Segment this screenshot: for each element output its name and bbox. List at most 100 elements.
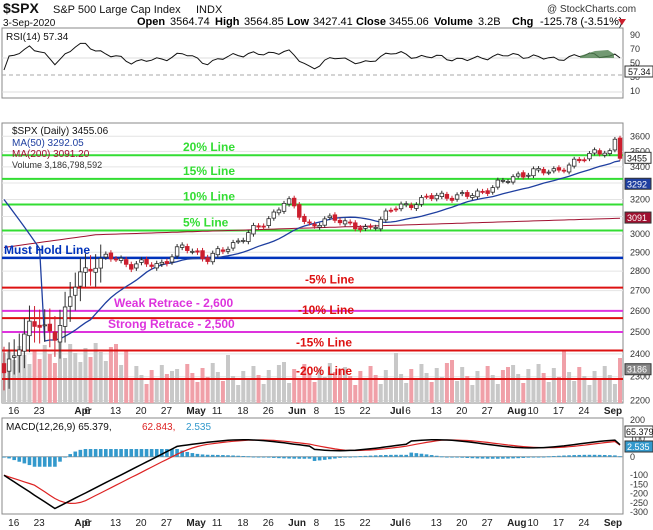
macd-hist-bar xyxy=(409,452,414,457)
macd-histogram xyxy=(2,449,622,467)
volume-bar xyxy=(470,385,475,403)
hist-value-tag xyxy=(624,440,653,453)
level-label: 20% Line xyxy=(183,140,235,154)
candle-body xyxy=(388,209,394,212)
level-label: Must Hold Line xyxy=(4,243,90,257)
volume-bar xyxy=(424,373,429,403)
candle-body xyxy=(88,268,93,272)
candle-body xyxy=(27,320,32,337)
x-axis-label: 18 xyxy=(237,406,249,417)
candle-body xyxy=(353,222,358,230)
ma200-legend: MA(200) 3091.20 xyxy=(12,149,90,160)
macd-hist-bar xyxy=(506,456,510,459)
candle-body xyxy=(98,258,103,269)
volume-bar xyxy=(439,377,444,403)
macd-hist-bar xyxy=(541,456,546,458)
x-axis-label: Jul xyxy=(390,406,405,417)
macd-hist-bar xyxy=(83,449,88,457)
support-resistance-levels xyxy=(2,154,623,381)
candle-body xyxy=(52,331,58,341)
rsi-tick-label: 50 xyxy=(630,58,640,68)
volume-bar xyxy=(338,369,342,403)
macd-hist-bar xyxy=(531,456,536,458)
macd-hist-bar xyxy=(465,456,470,458)
candle-body xyxy=(11,355,17,358)
x-axis-label: 24 xyxy=(578,406,590,417)
macd-hist-bar xyxy=(460,456,464,458)
candle-body xyxy=(546,171,551,174)
macd-hist-bar xyxy=(144,449,149,457)
volume-bar xyxy=(42,345,47,403)
candle-body xyxy=(531,168,536,177)
volume-bar xyxy=(164,374,169,403)
macd-hist-bar xyxy=(297,456,302,459)
candle-body xyxy=(57,325,63,343)
volume-bar xyxy=(302,364,307,403)
volume-bar xyxy=(582,376,587,403)
x-axis-label: 10 xyxy=(527,406,539,417)
candle-body xyxy=(266,218,271,226)
volume-bar xyxy=(17,346,22,403)
volume-bar xyxy=(83,348,88,403)
rsi-overbought-fill xyxy=(580,50,614,58)
volume-bar xyxy=(149,370,154,403)
macd-hist-bar xyxy=(567,455,571,457)
macd-hist-bar xyxy=(373,455,378,457)
macd-hist-bar xyxy=(48,456,52,467)
volume-bar xyxy=(73,353,78,403)
macd-hist-bar xyxy=(73,451,78,457)
macd-hist-bar xyxy=(88,449,93,457)
x-axis-label: 20 xyxy=(135,406,147,417)
low-value: 3427.41 xyxy=(313,16,353,28)
x-axis-label: Aug xyxy=(507,406,526,417)
macd-hist-bar xyxy=(322,456,327,460)
level-label: -5% Line xyxy=(305,273,355,287)
candle-body xyxy=(424,195,429,198)
volume-bar xyxy=(485,366,490,403)
ma50-value-tag xyxy=(624,177,652,190)
ma50-legend: MA(50) 3292.05 xyxy=(12,138,84,149)
candle-body xyxy=(332,214,338,221)
candle-body xyxy=(571,158,577,167)
macd-hist-bar xyxy=(455,456,459,458)
price-tick-label: 3000 xyxy=(630,229,650,239)
macd-frame xyxy=(1,417,624,515)
macd-hist-bar xyxy=(577,454,582,457)
volume-bar xyxy=(210,363,215,403)
volume-bar xyxy=(32,350,37,403)
candle-body xyxy=(261,225,266,228)
index-name: S&P 500 Large Cap Index xyxy=(53,4,181,16)
macd-hist-bar xyxy=(597,454,602,457)
volume-bar xyxy=(358,371,363,403)
candle-body xyxy=(246,232,251,242)
volume-bar xyxy=(551,368,556,403)
macd-hist-bar xyxy=(114,449,118,457)
candle-body xyxy=(73,286,78,296)
macd-hist-bar xyxy=(2,456,6,458)
candle-body xyxy=(118,257,124,261)
macd-hist-bar xyxy=(32,456,37,467)
macd-tick-label: 200 xyxy=(630,415,645,425)
macd-hist-bar xyxy=(241,456,246,457)
candle-body xyxy=(215,248,221,256)
candle-body xyxy=(515,173,521,177)
candle-body xyxy=(414,204,419,209)
volume-bar xyxy=(567,372,572,403)
volume-bar xyxy=(58,337,62,403)
x-axis-label: 26 xyxy=(263,518,275,529)
candle-body xyxy=(22,333,27,352)
candle-body xyxy=(587,152,592,160)
volume-bar xyxy=(256,375,261,403)
macd-hist-bar xyxy=(272,456,276,458)
candle-body xyxy=(129,264,134,270)
candle-body xyxy=(225,248,231,252)
macd-hist-bar xyxy=(536,456,541,458)
x-axis-label: 22 xyxy=(359,518,371,529)
candle-body xyxy=(134,263,139,269)
candle-body xyxy=(510,176,516,183)
macd-hist-bar xyxy=(399,454,403,457)
x-axis-label: 6 xyxy=(405,406,411,417)
rsi-tick-label: 10 xyxy=(630,86,640,96)
level-label: 15% Line xyxy=(183,164,235,178)
